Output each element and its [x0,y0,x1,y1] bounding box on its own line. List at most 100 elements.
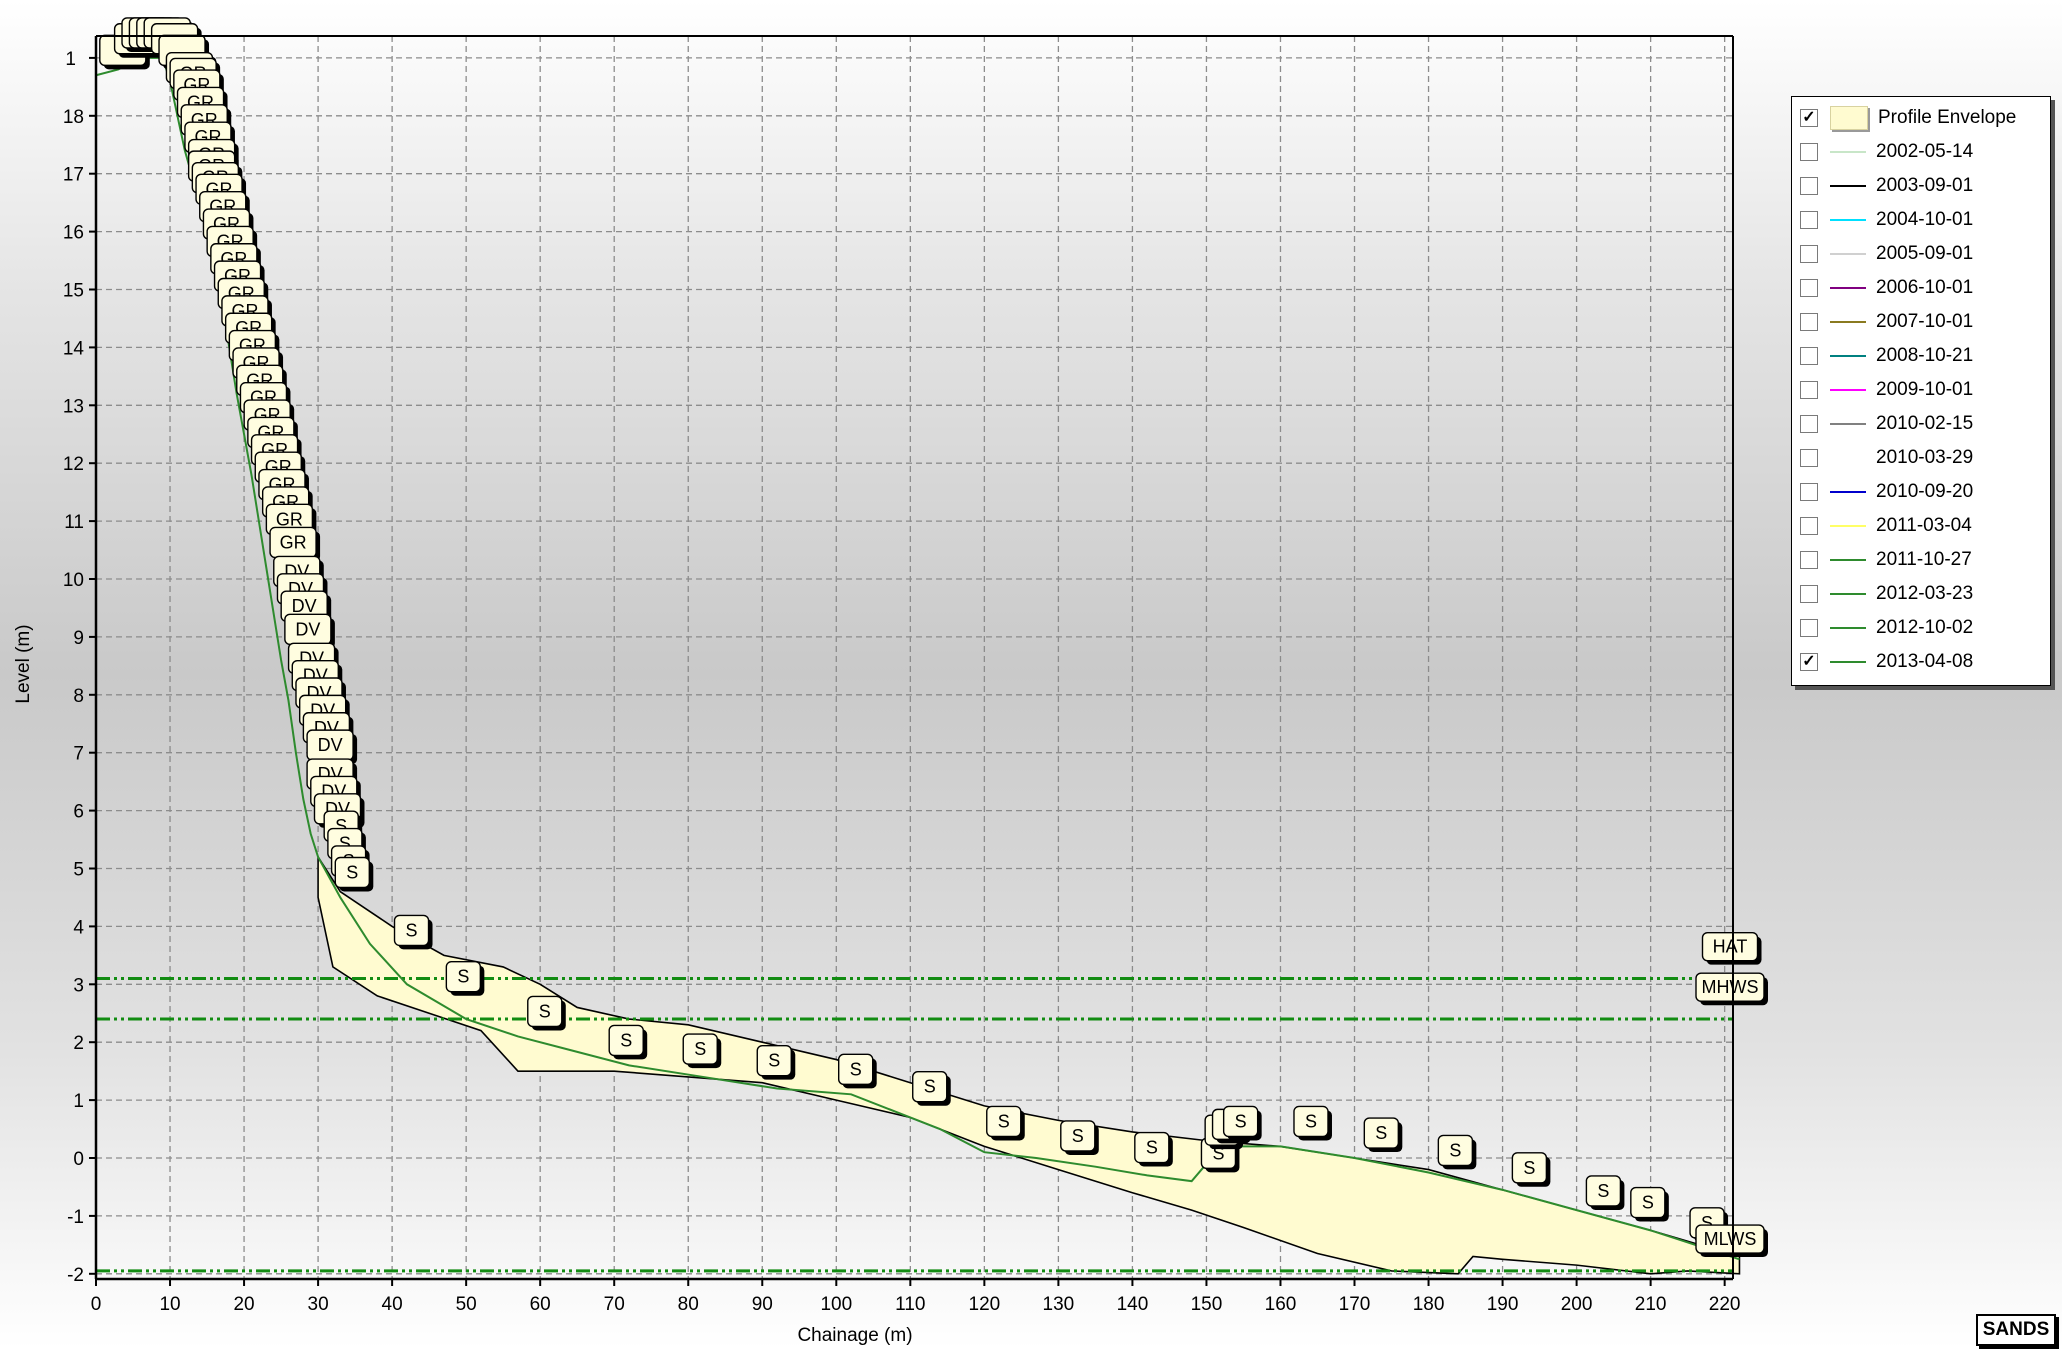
code-label-box [1585,1175,1622,1207]
x-tick-label: 30 [308,1294,329,1315]
code-label-box [838,1053,874,1086]
code-label-text: S [1597,1181,1609,1201]
legend-checkbox[interactable] [1800,279,1818,297]
y-tick-label: 11 [64,512,84,533]
y-tick-label: 6 [73,802,84,823]
legend-label: 2004-10-01 [1876,209,1974,230]
legend-item[interactable]: 2007-10-01 [1792,305,2050,339]
legend: ✓ Profile Envelope 2002-05-14 2003-09-01 200… [1791,96,2051,686]
legend-label: 2009-10-01 [1876,379,1974,400]
y-tick-label: 12 [63,454,84,475]
legend-swatch [1830,559,1866,561]
tide-label-text: MHWS [1702,977,1759,997]
code-label-text: DV [318,735,343,755]
y-tick-label: 13 [63,396,84,417]
x-tick-label: 20 [233,1294,254,1315]
legend-checkbox[interactable] [1800,415,1818,433]
legend-checkbox[interactable] [1800,585,1818,603]
legend-item[interactable]: 2009-10-01 [1792,373,2050,407]
x-tick-label: 220 [1709,1294,1741,1315]
legend-item[interactable]: 2010-03-29 [1792,441,2050,475]
profile-envelope-area [317,854,1741,1275]
legend-swatch [1830,389,1866,391]
code-label-text: DV [292,596,317,616]
legend-item[interactable]: 2011-03-04 [1792,509,2050,543]
code-label-box [1437,1134,1474,1167]
tide-label-box [1701,931,1759,962]
code-label-box [1060,1120,1096,1152]
legend-checkbox[interactable] [1800,211,1818,229]
code-label: S [1134,1131,1173,1167]
legend-checkbox[interactable] [1800,619,1818,637]
legend-checkbox[interactable] [1800,143,1818,161]
legend-item[interactable]: 2012-03-23 [1792,577,2050,611]
legend-label: 2010-09-20 [1876,481,1974,502]
x-tick-label: 0 [91,1294,102,1315]
legend-checkbox[interactable]: ✓ [1800,109,1818,127]
code-label-text: S [406,920,418,940]
code-label-box [986,1105,1022,1138]
axes: 0 10 20 30 40 50 60 70 80 90 100 110 120 130 140 150 160… [63,35,1741,1315]
code-label-text: S [346,863,358,883]
legend-checkbox[interactable] [1800,449,1818,467]
code-label-text: S [1523,1158,1535,1178]
legend-item[interactable]: 2004-10-01 [1792,203,2050,237]
legend-label: 2006-10-01 [1876,277,1974,298]
legend-checkbox[interactable] [1800,517,1818,535]
legend-checkbox[interactable] [1800,551,1818,569]
y-tick-label: 18 [63,107,84,128]
code-label-box [445,961,482,993]
legend-swatch [1830,457,1866,459]
legend-checkbox[interactable]: ✓ [1800,653,1818,671]
x-tick-label: 90 [752,1294,773,1315]
legend-checkbox[interactable] [1800,483,1818,501]
legend-item[interactable]: 2010-09-20 [1792,475,2050,509]
code-label: S [838,1053,877,1089]
code-label-text: S [539,1001,551,1021]
legend-label: 2011-10-27 [1876,549,1972,570]
code-label-text: S [694,1039,706,1059]
legend-swatch [1830,355,1866,357]
code-label-box [1293,1105,1329,1138]
code-label: S [756,1044,796,1080]
legend-item[interactable]: 2002-05-14 [1792,135,2050,169]
code-label-text: S [1072,1126,1084,1146]
legend-swatch [1830,593,1866,595]
legend-item[interactable]: 2012-10-02 [1792,611,2050,645]
legend-item[interactable]: 2010-02-15 [1792,407,2050,441]
legend-checkbox[interactable] [1800,177,1818,195]
x-tick-label: 140 [1117,1294,1149,1315]
legend-item[interactable]: 2008-10-21 [1792,339,2050,373]
code-label: S [445,961,485,996]
x-tick-label: 190 [1487,1294,1519,1315]
legend-item[interactable]: ✓ Profile Envelope [1792,101,2050,135]
legend-checkbox[interactable] [1800,245,1818,263]
code-label: S [1222,1105,1262,1141]
legend-swatch [1830,219,1866,221]
legend-item[interactable]: 2011-10-27 [1792,543,2050,577]
sands-logo: SANDS [1976,1314,2056,1346]
legend-checkbox[interactable] [1800,313,1818,331]
envelope-layer [317,854,1741,1275]
y-tick-label: 7 [73,744,84,765]
tide-label-text: MLWS [1704,1229,1757,1249]
x-tick-label: 100 [820,1294,852,1315]
y-tick-label: 16 [63,223,84,244]
code-label-text: S [1235,1111,1247,1131]
y-tick-label: 5 [73,860,84,881]
code-label: DV [284,613,335,649]
legend-item[interactable]: 2005-09-01 [1792,237,2050,271]
code-label: S [682,1033,722,1069]
legend-item[interactable]: ✓ 2013-04-08 [1792,645,2050,679]
legend-item[interactable]: 2003-09-01 [1792,169,2050,203]
code-label-text: S [1146,1138,1158,1158]
code-label: S [1060,1120,1099,1155]
code-label-box [393,914,430,947]
legend-checkbox[interactable] [1800,381,1818,399]
y-tick-label: 9 [73,628,84,649]
legend-item[interactable]: 2006-10-01 [1792,271,2050,305]
legend-checkbox[interactable] [1800,347,1818,365]
x-tick-label: 50 [456,1294,477,1315]
legend-label: 2010-03-29 [1876,447,1974,468]
